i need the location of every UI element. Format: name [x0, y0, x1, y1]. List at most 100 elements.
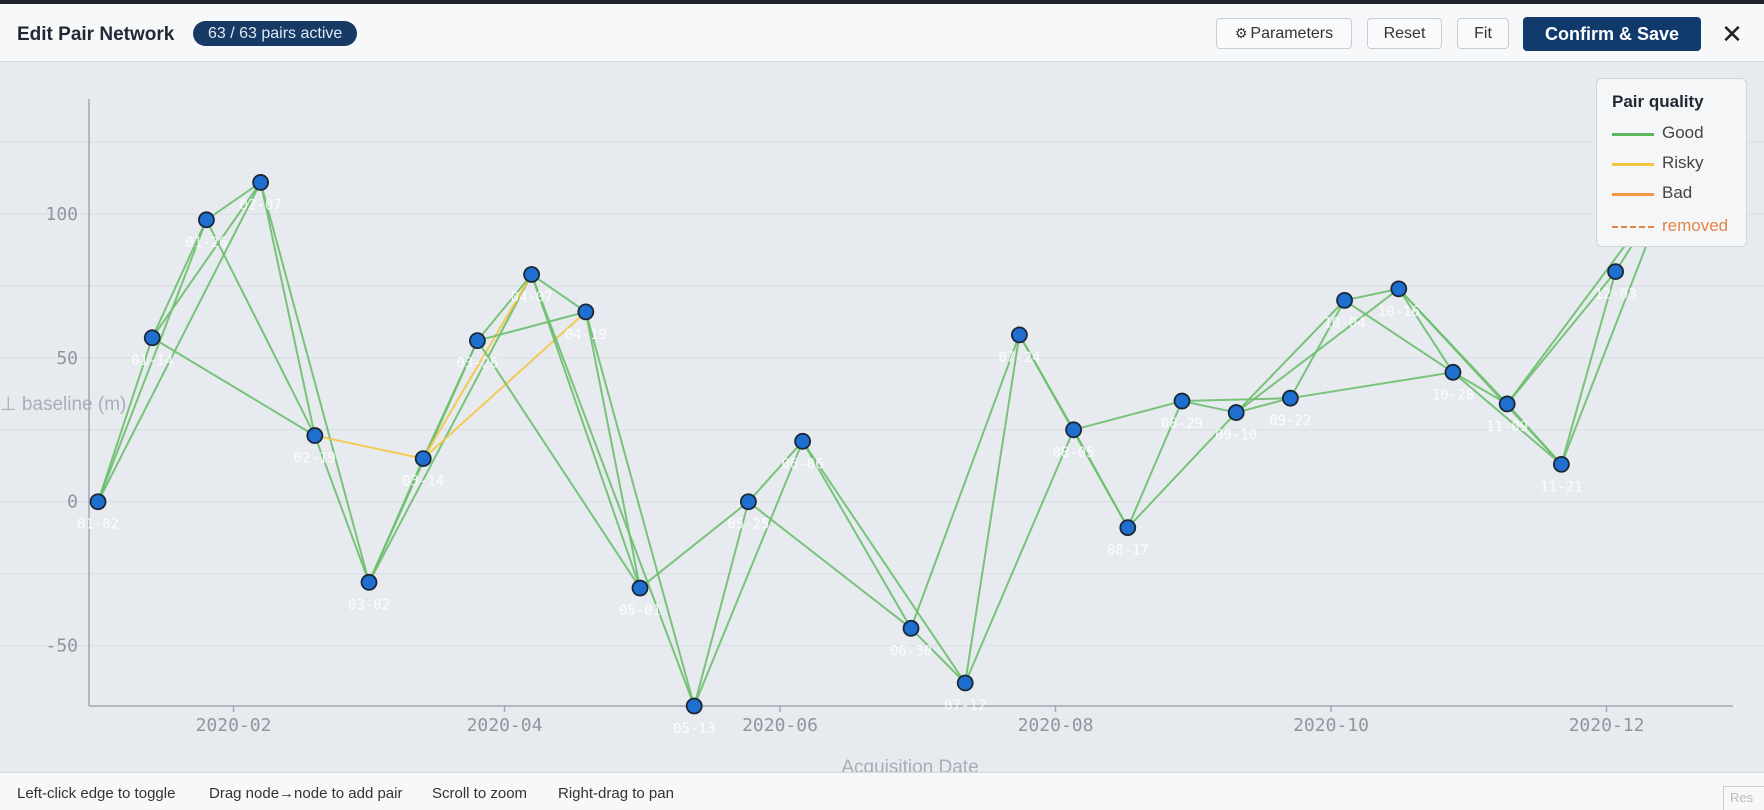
acquisition-node[interactable]: [631, 579, 649, 597]
pair-edge-good[interactable]: [801, 440, 912, 629]
reset-button[interactable]: Reset: [1367, 18, 1442, 49]
acquisition-node[interactable]: [252, 174, 270, 191]
pair-edge-good[interactable]: [151, 336, 316, 437]
pair-edge-good[interactable]: [693, 501, 750, 707]
node-date-label: 08-05: [1053, 445, 1095, 461]
pair-edge-good[interactable]: [964, 429, 1075, 684]
acquisition-node[interactable]: [577, 303, 595, 321]
node-date-label: 01-26: [185, 235, 227, 251]
acquisition-node[interactable]: [1227, 404, 1245, 421]
pair-edge-good[interactable]: [259, 182, 370, 583]
confirm-save-button[interactable]: Confirm & Save: [1523, 17, 1701, 51]
node-date-label: 03-02: [348, 597, 390, 613]
acquisition-node[interactable]: [1010, 326, 1028, 344]
pair-edge-good[interactable]: [1398, 288, 1563, 466]
acquisition-node[interactable]: [1552, 455, 1570, 473]
pair-edge-risky[interactable]: [422, 273, 533, 460]
active-pairs-badge: 63 / 63 pairs active: [193, 21, 358, 46]
pair-edge-good[interactable]: [1397, 288, 1454, 373]
pair-edge-good[interactable]: [1073, 400, 1183, 431]
pair-edge-good[interactable]: [1506, 270, 1617, 405]
pair-edge-good[interactable]: [1235, 397, 1291, 414]
pair-edge-good[interactable]: [964, 334, 1021, 684]
pair-edge-good[interactable]: [97, 219, 208, 503]
pair-edge-good[interactable]: [1181, 397, 1291, 403]
close-icon[interactable]: ✕: [1721, 19, 1743, 49]
acquisition-node[interactable]: [1281, 389, 1299, 407]
pair-edge-good[interactable]: [1344, 287, 1399, 302]
acquisition-node[interactable]: [740, 493, 757, 511]
node-date-label: 04-07: [511, 289, 553, 305]
acquisition-node[interactable]: [306, 427, 324, 444]
acquisition-node[interactable]: [794, 432, 812, 450]
pair-edge-good[interactable]: [205, 219, 316, 437]
pair-edge-good[interactable]: [531, 273, 587, 313]
pair-edge-good[interactable]: [693, 440, 804, 707]
pair-edge-good[interactable]: [1072, 429, 1129, 529]
pair-edge-good[interactable]: [1560, 271, 1617, 465]
acquisition-node[interactable]: [469, 332, 486, 350]
pair-edges[interactable]: [97, 181, 1671, 707]
pair-edge-good[interactable]: [259, 182, 316, 436]
acquisition-node[interactable]: [523, 266, 541, 283]
pair-edge-good[interactable]: [422, 340, 479, 460]
pair-edge-good[interactable]: [801, 440, 967, 684]
pair-edge-good[interactable]: [1289, 299, 1346, 399]
legend-label-good: Good: [1662, 123, 1704, 142]
x-tick-label: 2020-10: [1293, 715, 1369, 736]
pair-edge-good[interactable]: [584, 311, 696, 707]
node-date-label: 08-29: [1161, 416, 1203, 432]
fit-button[interactable]: Fit: [1457, 18, 1509, 49]
pair-edge-good[interactable]: [747, 440, 804, 503]
acquisition-node[interactable]: [1607, 263, 1624, 281]
acquisition-node[interactable]: [1173, 392, 1191, 410]
corner-partial-control[interactable]: Res: [1723, 786, 1764, 810]
acquisition-node[interactable]: [89, 493, 107, 511]
pair-edge-good[interactable]: [530, 274, 641, 589]
dialog-footer: Left-click edge to toggle Drag node→node…: [0, 772, 1764, 810]
pair-edge-good[interactable]: [1452, 371, 1508, 405]
pair-edge-good[interactable]: [97, 181, 262, 503]
pair-edge-good[interactable]: [368, 274, 533, 583]
pair-edge-good[interactable]: [1235, 299, 1346, 414]
acquisition-node[interactable]: [956, 674, 974, 692]
pair-edge-good[interactable]: [1452, 371, 1563, 466]
acquisition-node[interactable]: [685, 697, 703, 715]
pair-edge-good[interactable]: [1127, 411, 1237, 529]
acquisition-node[interactable]: [1065, 421, 1082, 439]
pair-edge-good[interactable]: [151, 181, 262, 339]
acquisition-node[interactable]: [360, 573, 378, 591]
pair-edge-good[interactable]: [205, 181, 262, 221]
pair-edge-good[interactable]: [910, 627, 966, 684]
pair-edge-good[interactable]: [476, 340, 641, 589]
pair-edge-risky[interactable]: [314, 434, 424, 460]
acquisition-node[interactable]: [1390, 280, 1408, 298]
parameters-button[interactable]: ⚙ Parameters: [1216, 18, 1352, 49]
acquisition-nodes[interactable]: [89, 174, 1679, 715]
pair-edge-risky[interactable]: [422, 311, 587, 460]
node-date-label: 07-12: [944, 698, 986, 714]
pair-edge-good[interactable]: [97, 337, 154, 503]
pair-edge-good[interactable]: [747, 500, 912, 630]
acquisition-node[interactable]: [902, 619, 920, 637]
acquisition-node[interactable]: [1498, 395, 1516, 413]
pair-edge-good[interactable]: [313, 435, 370, 583]
acquisition-node[interactable]: [1119, 519, 1137, 537]
pair-edge-good[interactable]: [1344, 299, 1454, 374]
pair-edge-good[interactable]: [1181, 400, 1237, 414]
pair-edge-good[interactable]: [477, 310, 587, 342]
pair-network-chart[interactable]: -50 0 50 100 2020-02 2020-04 2020-06 2020-08 202…: [0, 62, 1764, 772]
pair-edge-good[interactable]: [476, 273, 533, 342]
pair-edge-good[interactable]: [1126, 400, 1183, 529]
acquisition-node[interactable]: [1336, 291, 1353, 309]
acquisition-node[interactable]: [414, 450, 432, 467]
pair-edge-good[interactable]: [1290, 371, 1454, 400]
pair-edge-good[interactable]: [910, 334, 1021, 629]
pair-edge-good[interactable]: [530, 274, 696, 707]
pair-edge-good[interactable]: [639, 500, 750, 589]
acquisition-node[interactable]: [198, 211, 215, 229]
acquisition-node[interactable]: [1444, 363, 1462, 381]
pair-edge-good[interactable]: [584, 311, 641, 589]
acquisition-node[interactable]: [143, 329, 161, 347]
pair-edge-good[interactable]: [151, 219, 208, 339]
